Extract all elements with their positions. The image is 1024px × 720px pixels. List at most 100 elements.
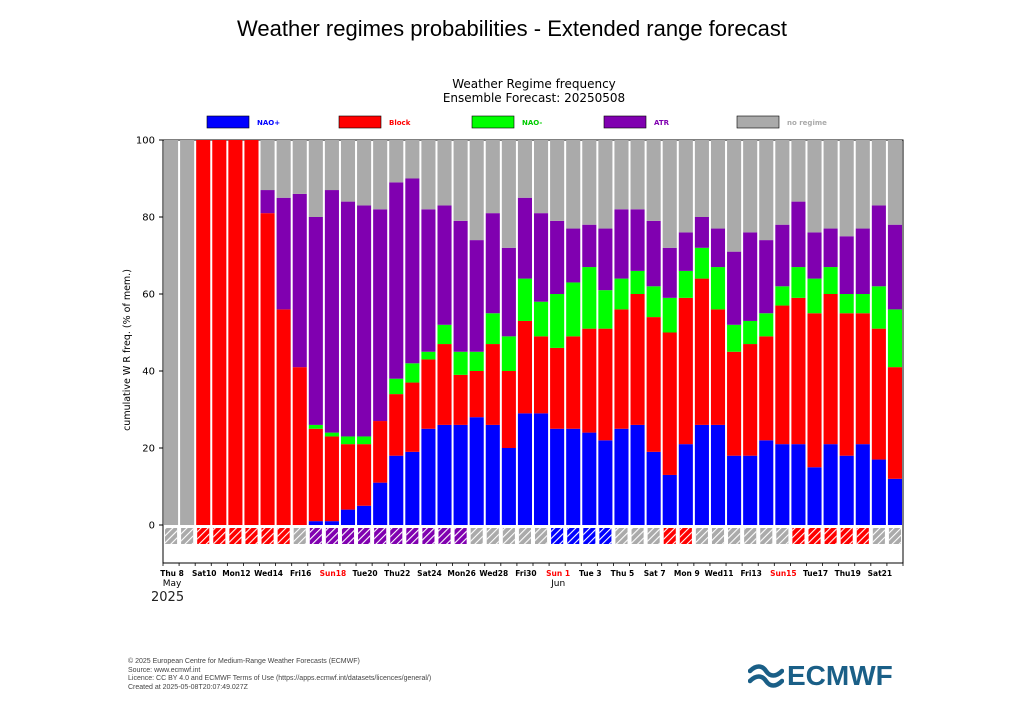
regime-mark-8 — [293, 528, 306, 544]
bar-nao-18 — [453, 351, 468, 375]
bar-atr-25 — [566, 228, 581, 283]
bar-atr-41 — [823, 228, 838, 268]
regime-mark-18 — [454, 528, 467, 544]
x-tick-label-thu-8: Thu 8 — [160, 569, 184, 578]
bar-nao-30 — [646, 451, 661, 525]
bar-atr-32 — [678, 232, 693, 271]
bar-block-25 — [566, 336, 581, 429]
bar-no-regime-36 — [743, 140, 758, 233]
bar-atr-13 — [373, 209, 388, 422]
regime-mark-1 — [181, 528, 194, 544]
bar-nao-39 — [791, 444, 806, 525]
bar-atr-27 — [598, 228, 613, 291]
regime-mark-43 — [856, 528, 869, 544]
bar-nao-20 — [485, 313, 500, 345]
x-tick-label-sun-1: Sun 1 — [546, 569, 570, 578]
bar-block-28 — [614, 309, 629, 429]
bar-block-43 — [855, 313, 870, 445]
footer-source: Source: www.ecmwf.int — [128, 666, 201, 674]
regime-mark-38 — [776, 528, 789, 544]
bar-no-regime-1 — [180, 140, 195, 525]
bar-nao-43 — [855, 294, 870, 314]
ecmwf-logo[interactable]: ECMWF — [748, 660, 893, 692]
regime-mark-10 — [325, 528, 338, 544]
bar-block-38 — [775, 305, 790, 445]
bar-nao-19 — [469, 351, 484, 371]
bar-block-44 — [871, 328, 886, 460]
regime-mark-45 — [888, 528, 901, 544]
bar-atr-30 — [646, 220, 661, 287]
x-tick-label-thu22: Thu22 — [384, 569, 410, 578]
bar-no-regime-14 — [389, 140, 404, 183]
x-tick-label-sat21: Sat21 — [868, 569, 893, 578]
regime-mark-28 — [615, 528, 628, 544]
bar-nao-18 — [453, 424, 468, 525]
bar-nao-42 — [839, 294, 854, 314]
bar-no-regime-9 — [308, 140, 323, 217]
regime-mark-41 — [824, 528, 837, 544]
bar-nao-37 — [759, 313, 774, 337]
regime-mark-25 — [567, 528, 580, 544]
bar-atr-35 — [727, 251, 742, 325]
bar-block-18 — [453, 374, 468, 425]
bar-no-regime-19 — [469, 140, 484, 241]
bar-block-10 — [324, 436, 339, 522]
bar-nao-21 — [501, 336, 516, 371]
bar-no-regime-32 — [678, 140, 693, 233]
bar-nao-45 — [887, 309, 902, 368]
bar-no-regime-29 — [630, 140, 645, 210]
bar-block-21 — [501, 371, 516, 448]
bar-atr-10 — [324, 190, 339, 433]
bar-nao-36 — [743, 455, 758, 525]
x-tick-label-sat-7: Sat 7 — [644, 569, 666, 578]
bar-block-5 — [244, 140, 259, 525]
bar-no-regime-43 — [855, 140, 870, 229]
bar-nao-14 — [389, 378, 404, 395]
bar-no-regime-11 — [340, 140, 356, 202]
bar-nao-21 — [501, 448, 516, 525]
bar-nao-24 — [550, 428, 565, 525]
bar-nao-20 — [485, 424, 500, 525]
bar-nao-27 — [598, 290, 613, 329]
regime-mark-23 — [535, 528, 548, 544]
legend-label-atr: ATR — [654, 119, 670, 127]
x-tick-label-sun18: Sun18 — [320, 569, 347, 578]
regime-mark-0 — [165, 528, 178, 544]
bar-no-regime-34 — [710, 140, 726, 229]
chart-legend: NAO+ Block NAO- ATR no regime — [206, 115, 827, 129]
bar-block-22 — [517, 320, 532, 414]
bar-atr-19 — [469, 240, 484, 352]
bar-block-23 — [534, 336, 549, 414]
bar-nao-39 — [791, 267, 806, 298]
bar-atr-15 — [405, 178, 420, 364]
bar-block-20 — [485, 344, 500, 425]
bar-no-regime-38 — [775, 140, 790, 225]
bar-nao-28 — [614, 278, 629, 310]
bar-block-11 — [340, 444, 356, 510]
bar-nao-40 — [807, 467, 822, 525]
bar-block-27 — [598, 328, 613, 441]
bar-nao-28 — [614, 428, 629, 525]
bar-nao-19 — [469, 417, 484, 525]
bar-nao-11 — [340, 509, 356, 525]
bar-no-regime-22 — [517, 140, 532, 198]
regime-mark-36 — [744, 528, 757, 544]
regime-mark-33 — [695, 528, 708, 544]
x-tick-label-wed28: Wed28 — [479, 569, 508, 578]
bar-block-15 — [405, 382, 420, 452]
legend-swatch-block — [338, 115, 382, 129]
bar-atr-36 — [743, 232, 758, 321]
bar-no-regime-45 — [887, 140, 902, 225]
bar-nao-38 — [775, 444, 790, 525]
footer-copyright: © 2025 European Centre for Medium-Range … — [128, 658, 360, 665]
bar-nao-16 — [421, 428, 436, 525]
bar-no-regime-17 — [437, 140, 452, 206]
x-tick-label-fri13: Fri13 — [740, 569, 761, 578]
regime-mark-37 — [760, 528, 773, 544]
legend-swatch-atr — [603, 115, 647, 129]
bar-nao-44 — [871, 459, 886, 525]
bar-block-12 — [357, 444, 372, 506]
bar-nao-31 — [662, 297, 677, 333]
x-tick-label-wed14: Wed14 — [254, 569, 283, 578]
y-axis-label: cumulative W R freq. (% of mem.) — [122, 269, 133, 431]
